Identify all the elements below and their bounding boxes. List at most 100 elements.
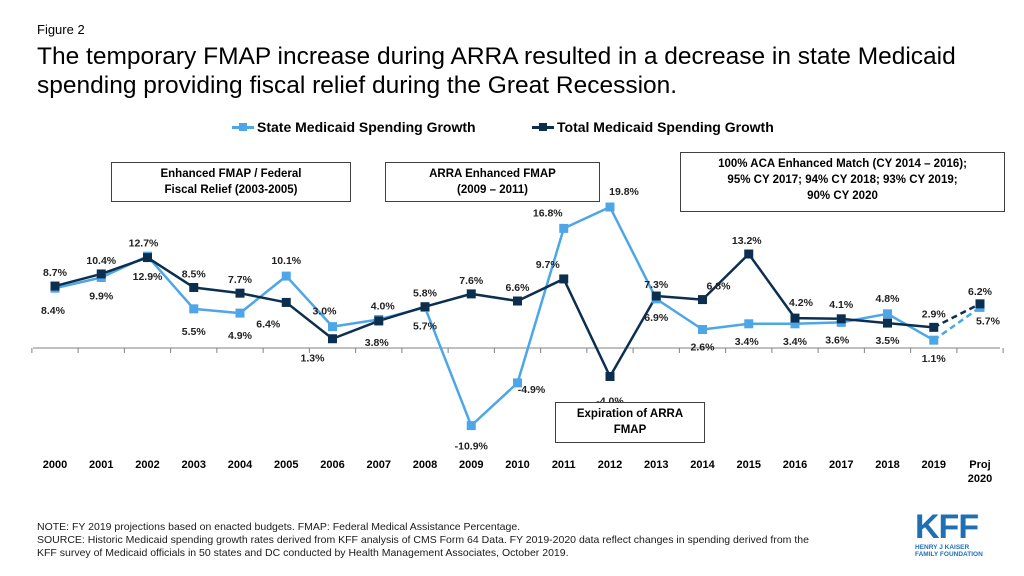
data-point-total bbox=[420, 302, 430, 312]
chart-title: The temporary FMAP increase during ARRA … bbox=[37, 43, 956, 99]
x-tick-label: 2012 bbox=[598, 459, 622, 471]
x-tick-label: 2006 bbox=[320, 459, 344, 471]
data-labels: 8.4% 9.9% 12.9% 5.5% 4.9% 10.1% 3.0% 4.0% 5.7% -1… bbox=[41, 186, 1001, 453]
data-label-total: 8.7% bbox=[43, 267, 68, 279]
x-axis-tick-labels: 2000 2001 2002 2003 2004 2005 2006 2007 2008 2009… bbox=[43, 459, 992, 485]
data-label-state: -4.9% bbox=[518, 384, 546, 396]
line-chart: 2000 2001 2002 2003 2004 2005 2006 2007 2008 2009… bbox=[31, 186, 1004, 485]
figure-label: Figure 2 bbox=[37, 22, 85, 37]
annotation-aca-enhanced-match: 100% ACA Enhanced Match (CY 2014 – 2016)… bbox=[680, 152, 1005, 212]
data-point-total bbox=[883, 318, 892, 328]
legend-label-total: Total Medicaid Spending Growth bbox=[557, 119, 774, 135]
data-label-total: 6.4% bbox=[256, 318, 281, 330]
data-label-state: 3.6% bbox=[825, 334, 850, 346]
x-tick-label: 2018 bbox=[875, 459, 899, 471]
data-label-state: 4.9% bbox=[228, 330, 253, 342]
data-point-state bbox=[883, 309, 892, 319]
logo-mark: KFF bbox=[915, 508, 979, 546]
data-point-total bbox=[143, 253, 152, 263]
data-point-total bbox=[929, 322, 939, 332]
x-tick-label: 2003 bbox=[182, 459, 206, 471]
footer-note: NOTE: FY 2019 projections based on enact… bbox=[37, 521, 521, 533]
data-label-state: 5.5% bbox=[182, 326, 207, 338]
x-tick-label: 2011 bbox=[552, 459, 576, 471]
x-tick-label: 2015 bbox=[737, 459, 761, 471]
x-tick-label: 2010 bbox=[505, 459, 529, 471]
data-label-total: 3.5% bbox=[876, 335, 901, 347]
x-tick-label: 2005 bbox=[274, 459, 298, 471]
data-point-state bbox=[235, 308, 245, 318]
series-lines bbox=[54, 205, 981, 427]
legend-label-state: State Medicaid Spending Growth bbox=[257, 119, 476, 135]
x-tick-label: 2016 bbox=[783, 459, 807, 471]
data-point-state bbox=[281, 271, 291, 281]
data-label-total: 7.7% bbox=[228, 274, 253, 286]
data-point-state bbox=[513, 378, 522, 388]
x-axis-ticks bbox=[31, 348, 1004, 353]
data-label-total: 7.3% bbox=[644, 279, 669, 291]
legend-swatch-state bbox=[232, 121, 254, 133]
annotation-arra-enhanced-fmap: ARRA Enhanced FMAP (2009 – 2011) bbox=[385, 162, 600, 202]
data-label-total: 10.4% bbox=[86, 255, 116, 267]
data-label-total: 8.5% bbox=[182, 268, 207, 280]
x-tick-label: 2002 bbox=[135, 459, 159, 471]
data-label-state: 9.9% bbox=[89, 291, 114, 303]
x-tick-label: 2008 bbox=[413, 459, 437, 471]
x-tick-label: 2017 bbox=[829, 459, 853, 471]
annotation-enhanced-fmap: Enhanced FMAP / Federal Fiscal Relief (2… bbox=[111, 162, 351, 202]
data-label-state: 8.4% bbox=[41, 305, 66, 317]
legend-swatch-total bbox=[532, 121, 554, 133]
footer-source-line-1: SOURCE: Historic Medicaid spending growt… bbox=[37, 534, 809, 546]
data-label-total: 5.8% bbox=[413, 288, 438, 300]
data-point-total bbox=[790, 313, 800, 323]
annotation-arra-expiration: Expiration of ARRA FMAP bbox=[555, 402, 705, 443]
data-point-state bbox=[698, 324, 707, 334]
data-point-total bbox=[328, 334, 337, 344]
kff-logo: KFF HENRY J KAISER FAMILY FOUNDATION bbox=[915, 510, 995, 558]
series-line-projected-total bbox=[933, 302, 981, 329]
series-line-total bbox=[54, 252, 934, 378]
data-point-total bbox=[281, 297, 291, 307]
x-tick-label: 2014 bbox=[690, 459, 715, 471]
footer-source-line-2: KFF survey of Medicaid officials in 50 s… bbox=[37, 547, 569, 559]
x-tick-label: 2000 bbox=[43, 459, 67, 471]
data-point-total bbox=[374, 316, 384, 326]
data-point-total bbox=[96, 269, 106, 279]
data-label-total: 6.2% bbox=[968, 286, 993, 298]
series-line-state bbox=[54, 205, 935, 427]
legend-item-total: Total Medicaid Spending Growth bbox=[532, 119, 774, 135]
data-label-total: 1.3% bbox=[301, 353, 326, 365]
data-label-state: 19.8% bbox=[609, 186, 639, 198]
data-point-total bbox=[466, 289, 476, 299]
data-label-state: 12.9% bbox=[133, 271, 163, 283]
data-label-total: 9.7% bbox=[536, 259, 561, 271]
data-label-total: 4.2% bbox=[789, 297, 814, 309]
data-label-state: 2.6% bbox=[691, 341, 716, 353]
data-point-total bbox=[235, 288, 245, 298]
x-tick-label: 2013 bbox=[644, 459, 668, 471]
data-point-total bbox=[651, 291, 661, 301]
x-tick-label: Proj 2020 bbox=[968, 459, 992, 485]
data-label-state: 5.7% bbox=[413, 320, 438, 332]
data-label-state: 3.0% bbox=[313, 306, 338, 318]
data-point-state bbox=[559, 223, 569, 233]
x-tick-label: 2001 bbox=[89, 459, 113, 471]
data-point-state bbox=[605, 202, 615, 212]
x-tick-label: 2019 bbox=[922, 459, 946, 471]
data-point-total bbox=[975, 299, 985, 309]
data-label-state: 10.1% bbox=[271, 255, 301, 267]
data-label-state: 4.0% bbox=[371, 301, 396, 313]
data-point-state bbox=[790, 319, 800, 329]
x-tick-label: 2009 bbox=[459, 459, 483, 471]
logo-line-1: HENRY J KAISER bbox=[915, 544, 970, 551]
data-point-state bbox=[929, 335, 939, 345]
data-label-state: -10.9% bbox=[455, 441, 489, 453]
data-point-total bbox=[559, 274, 569, 284]
data-label-state: 3.4% bbox=[735, 336, 760, 348]
data-label-total: 6.8% bbox=[707, 281, 732, 293]
data-point-total bbox=[189, 282, 199, 292]
series-markers bbox=[50, 202, 985, 431]
data-point-total bbox=[698, 295, 707, 305]
data-point-state bbox=[189, 304, 199, 314]
data-point-total bbox=[744, 249, 754, 259]
